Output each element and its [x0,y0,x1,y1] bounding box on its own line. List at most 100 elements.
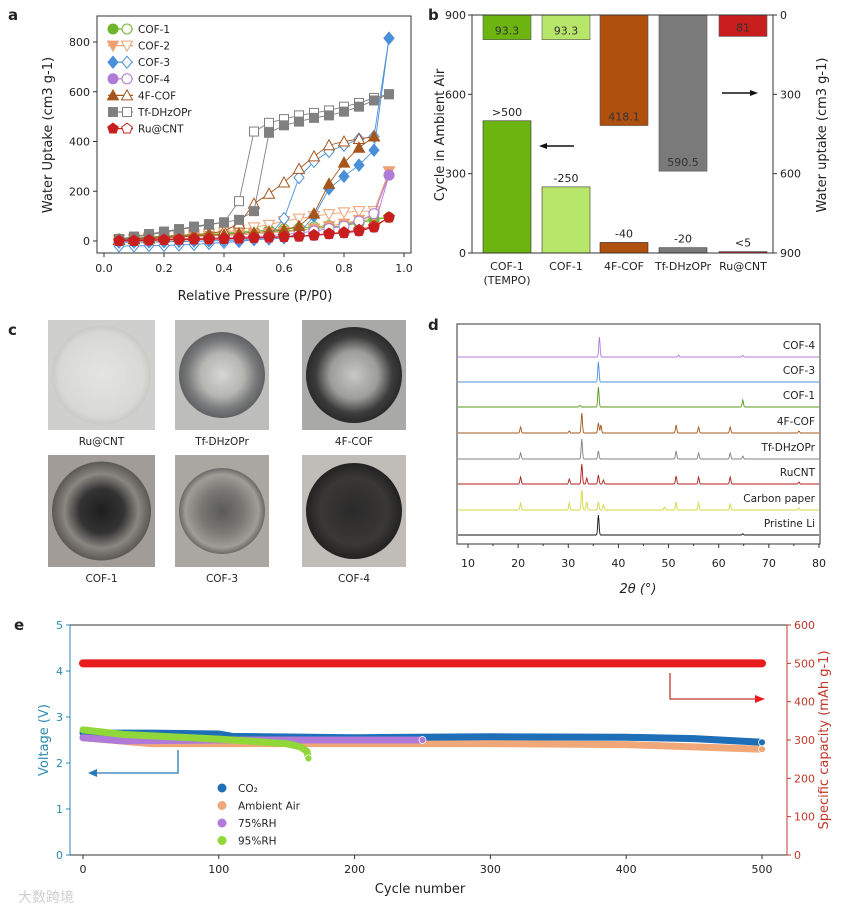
adsorption-point [233,232,245,244]
category-label: Tf-DHzOPr [654,260,712,273]
electrode-photo [179,468,265,554]
y-tick-label-right: 500 [794,657,815,670]
adsorption-point [307,207,321,219]
desorption-point [337,207,351,219]
adsorption-point [368,221,380,233]
adsorption-point [293,230,305,242]
legend-marker-open [121,55,133,69]
electrode-photo [52,461,151,561]
panel-a-chart: 0.0 0.2 0.4 0.6 0.8 1.0 0 200 400 600 800 Relative … [41,15,413,304]
trace-label: Tf-DHzOPr [760,442,815,454]
water-uptake-label: 93.3 [495,25,520,38]
series-Ru@CNT [113,211,395,246]
adsorption-point [219,217,229,228]
x-axis-title: 2θ (°) [619,582,656,597]
water-uptake-label: 81 [736,21,750,34]
legend-marker-filled [107,73,119,85]
adsorption-point [188,233,200,245]
adsorption-point [249,206,259,217]
legend-label: Ru@CNT [138,124,184,136]
xrd-trace-4F-COF [458,412,819,434]
x-tick-label: 300 [480,863,501,876]
y-tick-label-left: 600 [445,88,466,101]
legend-label: COF-2 [138,41,170,53]
y-axis-title-right: Specific capacity (mAh g-1) [817,650,832,829]
desorption-point [368,208,380,220]
electrode-photo [306,327,402,423]
y-tick-label-right: 0 [794,849,801,862]
photo-label: Ru@CNT [79,436,125,448]
xrd-trace-Tf-DHzOPr [458,438,819,460]
adsorption-point [322,177,336,189]
legend-marker-open [122,107,132,117]
legend-item: Ru@CNT [107,122,184,136]
category-label: Ru@CNT [719,260,767,273]
y-tick-label-right: 600 [780,168,801,181]
trace-label: 4F-COF [777,416,815,428]
y-axis-title: Water Uptake (cm3 g-1) [41,57,56,213]
y-tick-label-right: 300 [794,734,815,747]
x-tick-label: 50 [662,557,676,570]
adsorption-point [338,226,350,238]
voltage-series-95%RH [79,726,312,762]
adsorption-point [309,112,319,123]
panel-label-b: b [428,6,439,24]
y-tick-label-right: 0 [780,9,787,22]
y-tick-label: 0 [83,235,90,248]
y-tick-label-right: 200 [794,772,815,785]
cycle-label: <5 [735,237,751,250]
legend-marker-open [120,88,134,101]
adsorption-point [369,95,379,106]
desorption-point [262,187,276,199]
legend-label: 95%RH [238,836,277,848]
category-label: COF-1 [490,260,524,273]
x-tick-label: 30 [561,557,575,570]
panel-c-photos: Ru@CNT Tf-DHzOPr 4F-COF COF-1 COF-3 COF-4 [48,320,406,585]
y-tick-label-left: 2 [56,757,63,770]
cycle-label: -20 [674,233,692,246]
cycle-bar [658,247,708,254]
legend-item: COF-4 [107,73,170,86]
desorption-point [322,138,336,151]
voltage-end-point [758,745,766,754]
arrow-left-head-icon [539,143,547,149]
water-uptake-bar [658,14,708,172]
legend-label: Ambient Air [238,801,301,813]
adsorption-point [204,219,214,230]
cycle-label: >500 [492,106,522,119]
legend-label: Tf-DHzOPr [137,107,192,119]
photo-label: 4F-COF [335,436,373,448]
legend-marker [217,783,227,793]
y-tick-label-right: 900 [780,247,801,260]
xrd-trace-COF-3 [458,361,819,383]
adsorption-point [383,31,395,46]
desorption-point [352,206,366,218]
trace-label: Pristine Li [764,518,815,530]
desorption-point [264,117,274,128]
adsorption-point [128,234,140,246]
x-axis-title: Relative Pressure (P/P0) [178,289,333,304]
y-tick-label-left: 4 [56,665,63,678]
x-tick-label: 500 [752,863,773,876]
arrow-right-head-icon [750,90,758,96]
adsorption-point [384,89,394,100]
water-uptake-label: 93.3 [554,25,579,38]
plot-frame [456,323,821,545]
adsorption-point [278,230,290,242]
xrd-trace-RuCNT [458,463,819,485]
adsorption-point [383,211,395,223]
y-tick-label-left: 900 [445,9,466,22]
legend-label: COF-3 [138,57,170,69]
legend-marker [217,818,227,828]
legend-marker-open [120,40,134,53]
cycle-bar [599,242,649,254]
adsorption-point [264,127,274,138]
y-tick-label-left: 0 [56,849,63,862]
water-uptake-bar [599,14,649,126]
desorption-point [337,134,351,147]
adsorption-point [203,233,215,245]
y-tick-label-left: 5 [56,619,63,632]
legend-item: 4F-COF [106,88,176,102]
plot-frame [471,14,774,254]
